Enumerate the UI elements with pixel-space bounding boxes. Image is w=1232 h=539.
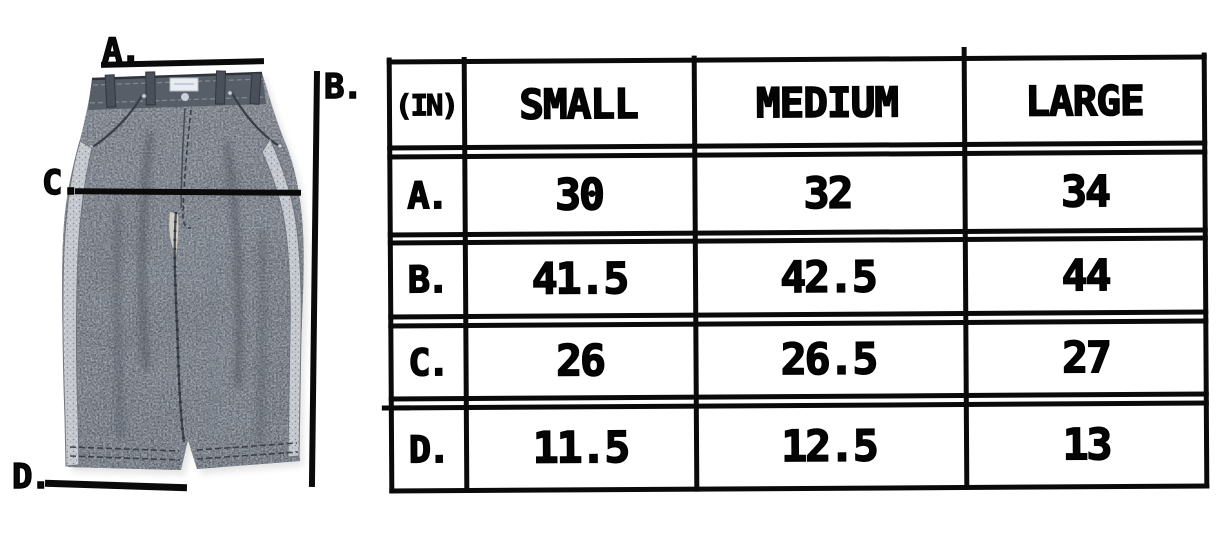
column-header-large: LARGE	[1024, 76, 1144, 126]
table-row-a: A. 30 32 34	[387, 149, 1208, 238]
unit-header: (IN)	[394, 87, 457, 123]
row-label: C.	[407, 340, 447, 385]
size-value: 27	[1061, 332, 1111, 384]
size-value: 41.5	[531, 253, 628, 305]
row-label: B.	[407, 257, 447, 302]
size-value: 42.5	[779, 251, 876, 303]
size-value: 13	[1062, 419, 1112, 471]
size-value: 26	[555, 335, 605, 387]
size-table: (IN) SMALL MEDIUM LARGE A. 30 32 34 B. 41.5 42.5 44…	[381, 46, 1210, 495]
measurement-label-c: C.	[41, 163, 81, 203]
row-label: A.	[406, 173, 446, 218]
product-figure: A. B. C. D.	[0, 0, 388, 539]
measurement-label-d: D.	[11, 457, 51, 497]
size-value: 12.5	[780, 421, 877, 473]
table-row-c: C. 26 26.5 27	[388, 318, 1209, 402]
size-value: 30	[554, 169, 604, 221]
size-value: 32	[803, 167, 853, 219]
table-header-row: (IN) SMALL MEDIUM LARGE	[386, 54, 1208, 151]
row-label: D.	[408, 427, 448, 472]
table-row-d: D. 11.5 12.5 13	[388, 400, 1210, 494]
column-header-small: SMALL	[518, 79, 638, 129]
pants-photo	[62, 70, 308, 475]
size-value: 44	[1061, 250, 1111, 302]
size-value: 34	[1060, 166, 1110, 218]
measurement-label-b: B.	[323, 67, 363, 107]
size-value: 11.5	[532, 422, 629, 474]
size-value: 26.5	[780, 334, 877, 386]
table-row-b: B. 41.5 42.5 44	[387, 235, 1209, 320]
column-header-medium: MEDIUM	[755, 77, 899, 127]
